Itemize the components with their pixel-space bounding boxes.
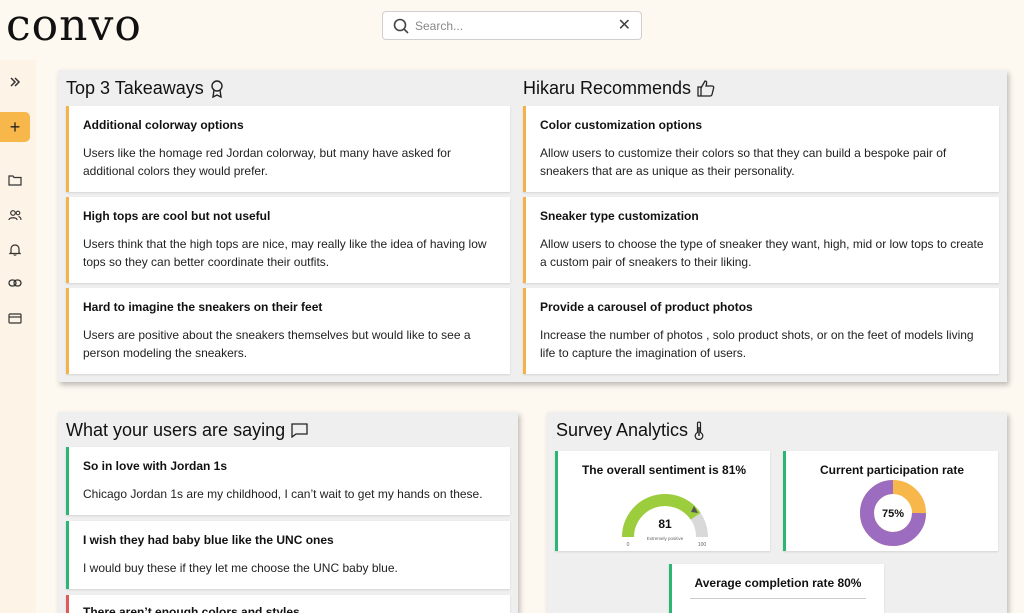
recommendation-card[interactable]: Color customization options Allow users … [523, 106, 999, 192]
link-icon[interactable] [0, 271, 30, 295]
recommends-title: Hikaru Recommends [523, 78, 692, 98]
takeaway-card[interactable]: Hard to imagine the sneakers on their fe… [66, 288, 510, 374]
takeaway-card[interactable]: Additional colorway options Users like t… [66, 106, 510, 192]
gauge-caption: Extremely positive [647, 536, 684, 541]
participation-donut: 75% [860, 480, 926, 546]
user-quote-card[interactable]: So in love with Jordan 1s Chicago Jordan… [66, 447, 510, 515]
thumbs-up-icon [697, 80, 715, 97]
sentiment-value: 81 [658, 517, 672, 531]
insights-panel: Top 3 Takeaways Hikaru Recommends Additi… [58, 70, 1007, 382]
user-quotes-panel: What your users are saying So in love wi… [58, 412, 518, 613]
survey-analytics-panel: Survey Analytics The overall sentiment i… [547, 412, 1007, 613]
takeaway-card[interactable]: High tops are cool but not useful Users … [66, 197, 510, 283]
user-quote-title: I wish they had baby blue like the UNC o… [83, 533, 334, 547]
takeaway-card-title: Hard to imagine the sneakers on their fe… [83, 300, 323, 314]
gauge-max-label: 100 [698, 542, 707, 547]
sidebar: + [0, 60, 36, 613]
takeaway-card-text: Users like the homage red Jordan colorwa… [83, 146, 451, 178]
add-button[interactable]: + [0, 112, 30, 142]
user-quote-card[interactable]: I wish they had baby blue like the UNC o… [66, 521, 510, 589]
takeaways-heading: Top 3 Takeaways [66, 78, 224, 99]
recommendation-card[interactable]: Provide a carousel of product photos Inc… [523, 288, 999, 374]
takeaway-card-title: Additional colorway options [83, 118, 244, 132]
survey-analytics-title: Survey Analytics [556, 420, 689, 440]
user-quote-title: So in love with Jordan 1s [83, 459, 228, 473]
completion-title: Average completion rate 80% [694, 576, 862, 590]
search-input[interactable] [415, 18, 618, 33]
user-quote-title: There aren’t enough colors and styles [83, 605, 300, 613]
search-bar[interactable]: ✕ [382, 11, 642, 40]
recommendation-card-text: Allow users to customize their colors so… [540, 146, 947, 178]
recommendation-card[interactable]: Sneaker type customization Allow users t… [523, 197, 999, 283]
recommendation-card-text: Allow users to choose the type of sneake… [540, 237, 984, 269]
takeaways-title: Top 3 Takeaways [66, 78, 204, 98]
sentiment-card[interactable]: The overall sentiment is 81% 81 0 Extrem… [555, 451, 770, 551]
expand-icon[interactable] [0, 70, 30, 94]
speech-bubble-icon [291, 423, 308, 438]
completion-card[interactable]: Average completion rate 80% [669, 564, 884, 613]
award-icon [211, 79, 223, 98]
takeaway-card-text: Users are positive about the sneakers th… [83, 328, 471, 360]
user-quote-text: Chicago Jordan 1s are my childhood, I ca… [83, 487, 483, 501]
gauge-pointer-icon [691, 506, 698, 513]
sentiment-title: The overall sentiment is 81% [581, 463, 747, 477]
takeaway-card-title: High tops are cool but not useful [83, 209, 271, 223]
clear-search-icon[interactable]: ✕ [617, 16, 631, 34]
participation-fill-arc [860, 480, 926, 546]
users-icon[interactable] [0, 203, 30, 227]
takeaway-card-text: Users think that the high tops are nice,… [83, 237, 487, 269]
gauge-min-label: 0 [627, 542, 630, 547]
user-quote-card[interactable]: There aren’t enough colors and styles [66, 595, 510, 613]
bell-icon[interactable] [0, 237, 30, 261]
thermometer-icon [694, 421, 704, 440]
recommendation-card-title: Provide a carousel of product photos [540, 300, 753, 314]
recommendation-card-title: Sneaker type customization [540, 209, 699, 223]
users-saying-title: What your users are saying [66, 420, 286, 440]
completion-divider [690, 598, 866, 599]
user-quote-text: I would buy these if they let me choose … [83, 561, 398, 575]
recommendation-card-text: Increase the number of photos , solo pro… [540, 328, 974, 360]
card-icon[interactable] [0, 306, 30, 330]
survey-analytics-heading: Survey Analytics [556, 420, 704, 441]
recommends-heading: Hikaru Recommends [523, 78, 715, 99]
convo-logo[interactable]: convo [6, 0, 142, 51]
participation-card[interactable]: Current participation rate 75% [783, 451, 998, 551]
participation-value: 75% [882, 508, 904, 520]
sentiment-gauge: 81 0 Extremely positive 100 [622, 494, 708, 547]
sentiment-gauge-fill [622, 494, 701, 538]
recommendation-card-title: Color customization options [540, 118, 702, 132]
search-icon [393, 18, 409, 34]
folder-icon[interactable] [0, 168, 30, 192]
participation-title: Current participation rate [819, 463, 965, 477]
users-saying-heading: What your users are saying [66, 420, 308, 441]
